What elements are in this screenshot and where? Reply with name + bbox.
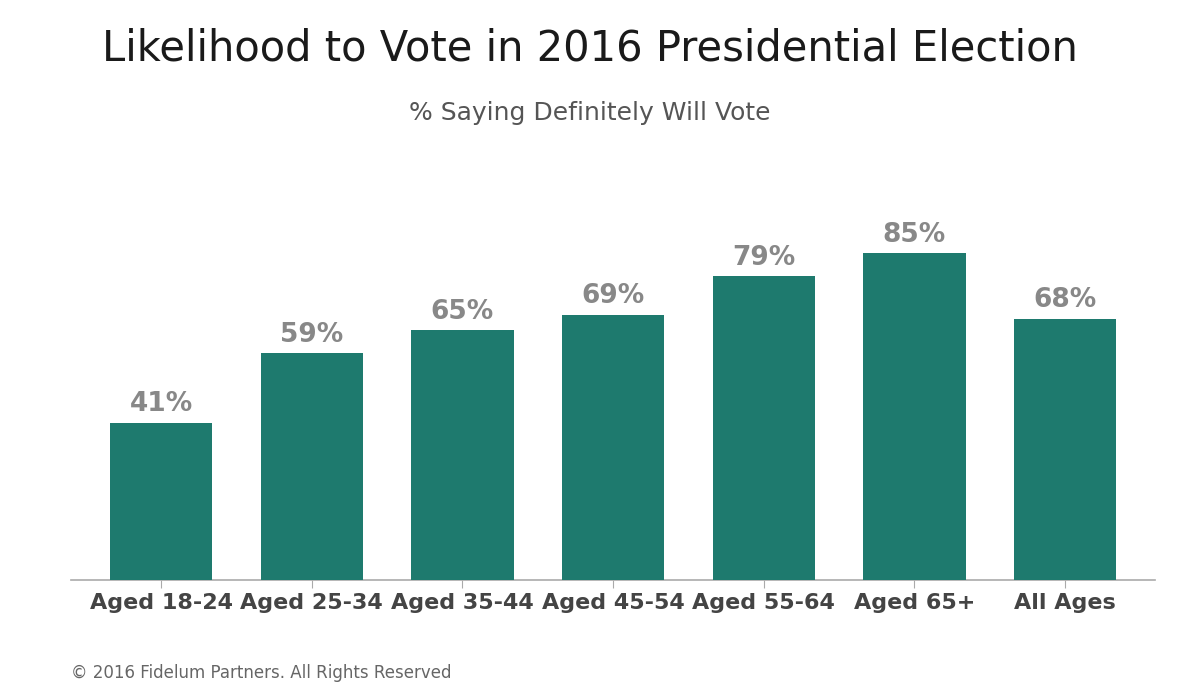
Text: 85%: 85% xyxy=(883,222,946,247)
Text: 69%: 69% xyxy=(581,283,645,309)
Text: Likelihood to Vote in 2016 Presidential Election: Likelihood to Vote in 2016 Presidential … xyxy=(101,28,1078,70)
Bar xyxy=(261,353,363,580)
Text: 68%: 68% xyxy=(1034,287,1096,313)
Bar xyxy=(712,276,815,580)
Text: 79%: 79% xyxy=(732,245,796,271)
Bar xyxy=(1014,319,1117,580)
Text: 41%: 41% xyxy=(130,391,192,417)
Bar xyxy=(411,330,514,580)
Bar xyxy=(863,253,966,580)
Text: % Saying Definitely Will Vote: % Saying Definitely Will Vote xyxy=(409,101,770,125)
Text: 65%: 65% xyxy=(430,298,494,324)
Bar xyxy=(110,422,212,580)
Text: © 2016 Fidelum Partners. All Rights Reserved: © 2016 Fidelum Partners. All Rights Rese… xyxy=(71,663,452,682)
Text: 59%: 59% xyxy=(281,322,343,347)
Bar xyxy=(562,315,664,580)
